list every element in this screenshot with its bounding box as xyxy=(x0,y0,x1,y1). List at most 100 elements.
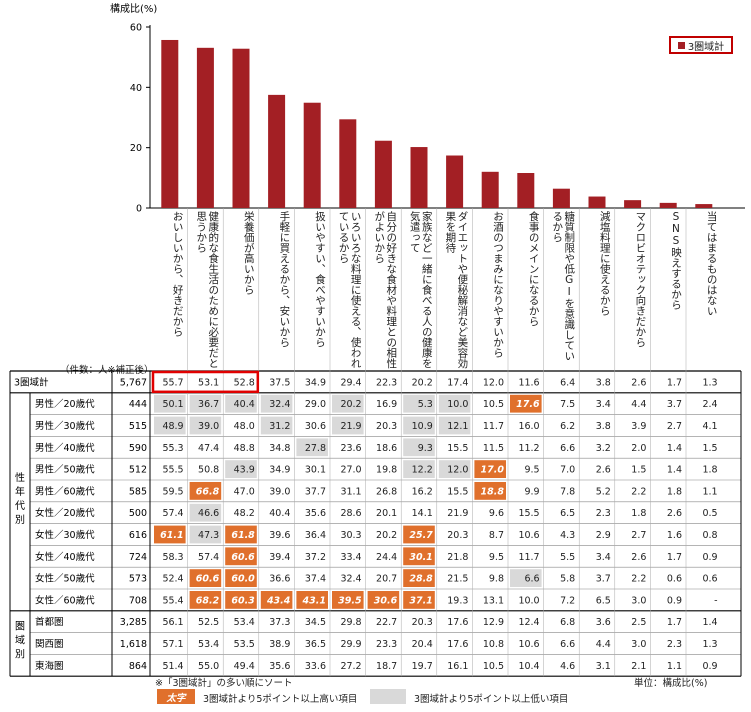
cell-value: 10.6 xyxy=(518,639,539,650)
cell-value: 43.1 xyxy=(302,595,326,606)
cell-value: 33.4 xyxy=(340,552,361,563)
cell-value: 28.8 xyxy=(409,574,433,585)
cell-value: 0.8 xyxy=(702,530,717,541)
row-count: 512 xyxy=(129,465,147,476)
cell-value: 0.9 xyxy=(702,552,717,563)
cell-low-bg xyxy=(403,438,435,457)
cell-value: 21.9 xyxy=(340,421,361,432)
cell-value: 2.2 xyxy=(631,486,646,497)
cell-value: 3.7 xyxy=(596,574,611,585)
cell-value: 16.9 xyxy=(376,399,397,410)
cell-value: 1.4 xyxy=(702,617,717,628)
cell-value: 12.2 xyxy=(412,465,433,476)
cell-high-bg xyxy=(189,569,222,587)
category-label: おいしいから、好きだから xyxy=(171,211,184,337)
cell-low-bg xyxy=(189,503,222,522)
cell-value: 5.3 xyxy=(418,399,433,410)
cell-value: 57.4 xyxy=(198,552,219,563)
cell-value: 20.2 xyxy=(376,530,397,541)
category-label: 自分の好きな食材や料理との相性がよいから xyxy=(373,211,398,369)
cell-value: 39.6 xyxy=(269,530,290,541)
category-label: マクロビオテック向きだから xyxy=(634,211,647,348)
cell-value: 1.3 xyxy=(702,377,717,388)
row-count: 616 xyxy=(129,530,147,541)
cell-value: 0.9 xyxy=(702,661,717,672)
cell-value: 50.8 xyxy=(198,465,219,476)
cell-value: 25.7 xyxy=(409,530,433,541)
cell-value: 11.7 xyxy=(518,552,539,563)
row-label: 女性／30歳代 xyxy=(35,529,95,541)
cell-value: 4.3 xyxy=(560,530,575,541)
cell-value: 4.1 xyxy=(702,421,717,432)
cell-value: 27.2 xyxy=(340,661,361,672)
cell-value: 51.4 xyxy=(162,661,183,672)
cell-value: 34.9 xyxy=(305,377,326,388)
cell-value: 20.7 xyxy=(376,574,397,585)
cell-value: 15.5 xyxy=(447,443,468,454)
cell-value: 27.8 xyxy=(305,443,326,454)
cell-value: 39.0 xyxy=(269,486,290,497)
cell-high-bg xyxy=(403,591,435,609)
cell-value: 20.3 xyxy=(412,617,433,628)
cell-high-bg xyxy=(225,525,257,544)
cell-value: 18.7 xyxy=(376,661,397,672)
row-count: 724 xyxy=(129,552,147,563)
category-label: 糖質制限や低GIを意識しているから xyxy=(551,211,576,361)
cell-value: 3.4 xyxy=(596,399,611,410)
bar xyxy=(695,204,713,208)
cell-value: 20.3 xyxy=(447,530,468,541)
cell-high-bg xyxy=(510,394,542,413)
cell-value: 17.6 xyxy=(447,617,468,628)
cell-high-bg xyxy=(332,591,364,609)
cell-value: 47.4 xyxy=(198,443,219,454)
bar xyxy=(517,173,535,208)
cell-low-bg xyxy=(154,394,186,413)
cell-value: 7.5 xyxy=(560,399,575,410)
cell-value: 47.3 xyxy=(198,530,219,541)
cell-low-bg xyxy=(438,460,471,478)
cell-value: 6.2 xyxy=(560,421,575,432)
cell-low-bg xyxy=(438,416,471,435)
cell-high-bg xyxy=(225,547,257,566)
cell-value: 3.1 xyxy=(596,661,611,672)
cell-value: 9.5 xyxy=(489,552,504,563)
cell-value: 53.1 xyxy=(198,377,219,388)
cell-value: 37.3 xyxy=(269,617,290,628)
cell-value: 39.0 xyxy=(198,421,219,432)
row-count: 500 xyxy=(129,508,147,519)
cell-value: 50.1 xyxy=(162,399,183,410)
cell-value: 9.9 xyxy=(524,486,539,497)
cell-value: 3.7 xyxy=(667,399,682,410)
cell-value: 6.5 xyxy=(596,595,611,606)
cell-value: 3.4 xyxy=(596,552,611,563)
cell-value: 2.2 xyxy=(631,574,646,585)
high-legend-label: 3圏域計より5ポイント以上高い項目 xyxy=(203,694,358,705)
cell-value: 1.5 xyxy=(631,465,646,476)
legend-swatch xyxy=(677,41,685,49)
cell-value: 31.1 xyxy=(340,486,361,497)
cell-value: 19.3 xyxy=(447,595,468,606)
row-count: 708 xyxy=(129,595,147,606)
cell-value: 7.2 xyxy=(560,595,575,606)
cell-value: 58.3 xyxy=(162,552,183,563)
cell-value: 12.0 xyxy=(483,377,504,388)
cell-value: 6.8 xyxy=(560,617,575,628)
cell-value: 35.6 xyxy=(269,661,290,672)
cell-value: 18.8 xyxy=(481,486,505,497)
cell-low-bg xyxy=(510,569,542,587)
cell-value: 2.6 xyxy=(596,465,611,476)
cell-value: 21.8 xyxy=(447,552,468,563)
group-label: 性年代別 xyxy=(15,471,25,526)
cell-value: 2.0 xyxy=(631,443,646,454)
cell-value: 11.7 xyxy=(483,421,504,432)
bar xyxy=(161,39,179,209)
cell-value: 2.6 xyxy=(631,552,646,563)
cell-value: 30.3 xyxy=(340,530,361,541)
y-tick-label: 20 xyxy=(130,143,142,154)
cell-high-bg xyxy=(189,591,222,609)
category-label: 扱いやすい、食べやすいから xyxy=(313,211,326,348)
cell-value: 30.1 xyxy=(409,552,432,563)
category-label: お酒のつまみになりやすいから xyxy=(491,211,504,358)
cell-low-bg xyxy=(332,416,364,435)
cell-value: 14.1 xyxy=(412,508,433,519)
